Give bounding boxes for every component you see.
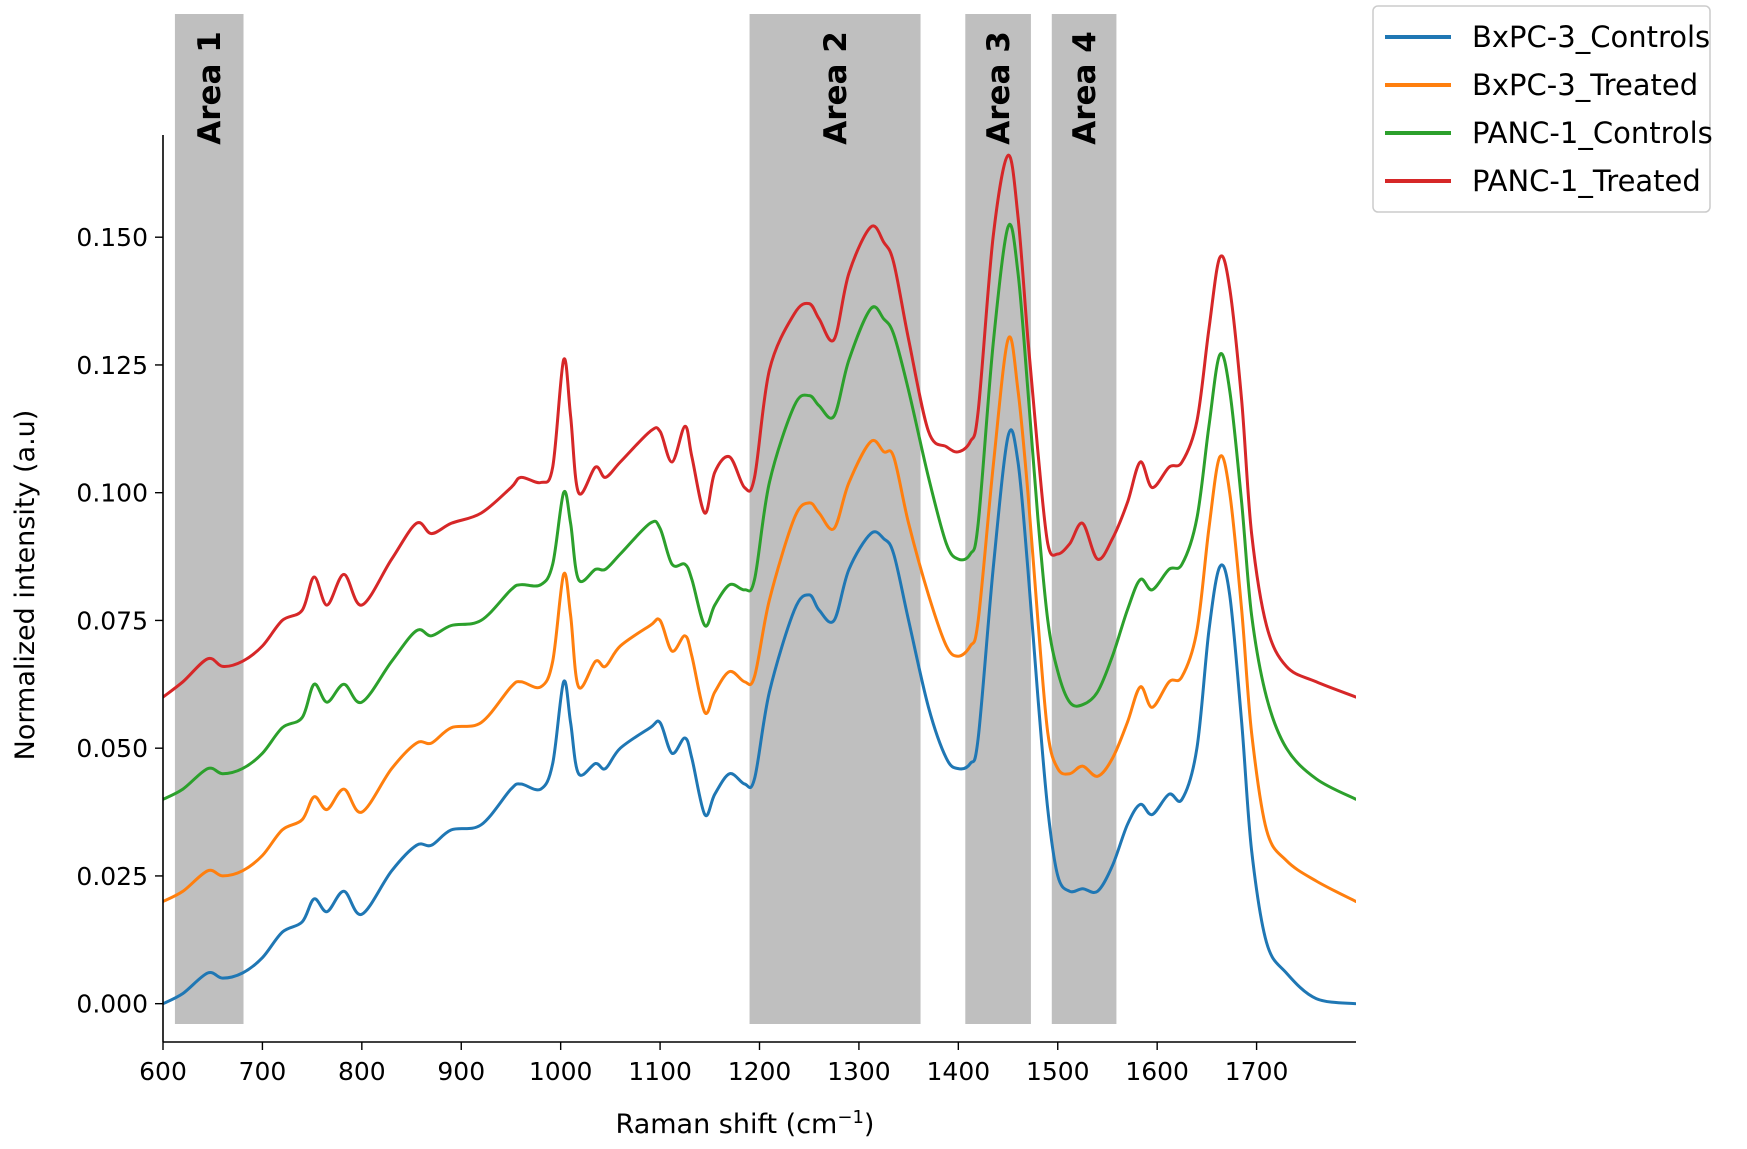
series-lines — [163, 153, 1356, 1006]
x-tick-label: 1100 — [628, 1057, 692, 1086]
x-tick-label: 600 — [139, 1057, 187, 1086]
legend-box — [1372, 5, 1711, 213]
y-tick-label: 0.150 — [76, 223, 148, 252]
x-tick-label: 800 — [338, 1057, 386, 1086]
x-tick-label: 1300 — [827, 1057, 891, 1086]
x-tick-label: 900 — [437, 1057, 485, 1086]
x-tick-label: 1600 — [1125, 1057, 1189, 1086]
x-tick-label: 1000 — [529, 1057, 593, 1086]
y-tick-label: 0.075 — [76, 606, 148, 635]
x-axis-label: Raman shift (cm−1) — [616, 1107, 875, 1140]
legend-label: BxPC-3_Controls — [1472, 20, 1710, 54]
shaded-area-4 — [1051, 14, 1117, 1024]
area-label-1: Area 1 — [192, 31, 228, 145]
y-tick-label: 0.125 — [76, 351, 148, 380]
area-labels: Area 1 Area 2 Area 3 Area 4 — [192, 31, 1103, 145]
y-tick-label: 0.025 — [76, 862, 148, 891]
series-line-panc-1-controls — [163, 223, 1356, 801]
area-label-2: Area 2 — [818, 31, 854, 145]
shaded-areas — [174, 14, 1117, 1024]
series-line-panc-1-treated — [163, 153, 1356, 699]
series-line-bxpc-3-controls — [163, 428, 1356, 1006]
area-label-3: Area 3 — [981, 31, 1017, 145]
y-axis-label: Normalized intensity (a.u) — [10, 410, 41, 761]
area-label-4: Area 4 — [1067, 31, 1103, 145]
legend-label: PANC-1_Controls — [1472, 116, 1713, 150]
legend-label: BxPC-3_Treated — [1472, 68, 1698, 102]
x-tick-label: 1200 — [728, 1057, 792, 1086]
x-tick-label: 700 — [239, 1057, 287, 1086]
y-tick-label: 0.050 — [76, 734, 148, 763]
shaded-area-1 — [174, 14, 244, 1024]
x-tick-label: 1400 — [927, 1057, 991, 1086]
x-tick-label: 1500 — [1026, 1057, 1090, 1086]
x-tick-label: 1700 — [1225, 1057, 1289, 1086]
y-tick-label: 0.100 — [76, 479, 148, 508]
shaded-area-2 — [749, 14, 921, 1024]
y-tick-label: 0.000 — [76, 990, 148, 1019]
axes: 600 700 800 900 1000 1100 1200 1300 1400 1500 1600… — [76, 135, 1356, 1086]
legend-label: PANC-1_Treated — [1472, 164, 1701, 198]
legend: BxPC-3_Controls BxPC-3_Treated PANC-1_Cont… — [1372, 5, 1713, 213]
series-line-bxpc-3-treated — [163, 335, 1356, 903]
